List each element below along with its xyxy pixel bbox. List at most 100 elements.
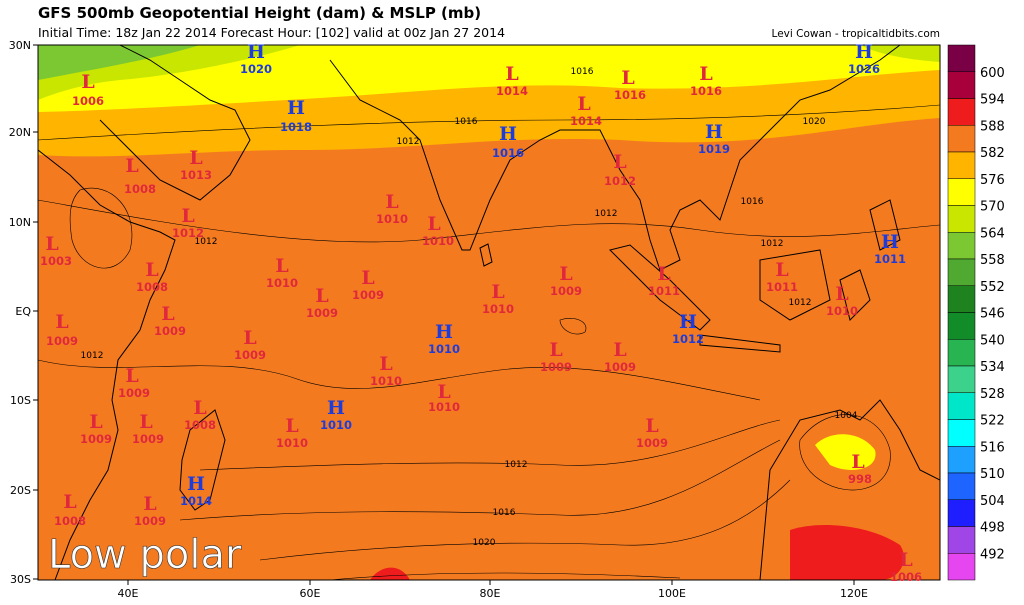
colorbar-swatch [947, 392, 976, 420]
system-pressure: 1010 [370, 374, 402, 388]
system-pressure: 1010 [428, 400, 460, 414]
system-letter: L [645, 415, 658, 437]
system-pressure: 1012 [672, 332, 704, 346]
system-letter: L [361, 267, 374, 289]
system-letter: L [621, 67, 634, 89]
system-letter: L [835, 283, 848, 305]
system-letter: L [385, 191, 398, 213]
system-letter: L [775, 259, 788, 281]
colorbar-label: 600 [980, 66, 1005, 81]
lat-label: 20S [10, 484, 31, 497]
isobar-label: 1012 [81, 351, 104, 361]
colorbar-swatch [947, 499, 976, 527]
system-pressure: 1011 [648, 284, 680, 298]
system-letter: L [899, 549, 912, 571]
system-pressure: 1009 [80, 432, 112, 446]
system-pressure: 1009 [234, 348, 266, 362]
system-pressure: 1009 [604, 360, 636, 374]
isobar-label: 1016 [741, 197, 764, 207]
system-letter: H [705, 121, 723, 143]
isobar-label: 1016 [455, 117, 478, 127]
lon-label: 100E [658, 587, 686, 600]
system-pressure: 1010 [826, 304, 858, 318]
colorbar-swatch [947, 419, 976, 447]
system-pressure: 998 [848, 472, 872, 486]
system-letter: L [89, 411, 102, 433]
colorbar-label: 492 [980, 547, 1005, 562]
system-letter: L [437, 381, 450, 403]
system-letter: L [145, 259, 158, 281]
colorbar-swatch [947, 365, 976, 393]
system-letter: H [327, 397, 345, 419]
system-letter: L [139, 411, 152, 433]
colorbar-swatch [947, 125, 976, 153]
system-letter: H [855, 41, 873, 63]
system-pressure: 1010 [482, 302, 514, 316]
lat-label: 10S [10, 394, 31, 407]
system-pressure: 1010 [276, 436, 308, 450]
system-letter: L [699, 63, 712, 85]
colorbar-label: 552 [980, 280, 1005, 295]
system-letter: L [559, 263, 572, 285]
system-letter: L [549, 339, 562, 361]
system-letter: L [851, 451, 864, 473]
system-pressure: 1008 [136, 280, 168, 294]
system-pressure: 1010 [320, 418, 352, 432]
colorbar-label: 576 [980, 173, 1005, 188]
colorbar-swatch [947, 232, 976, 260]
system-letter: H [499, 123, 517, 145]
system-pressure: 1008 [54, 514, 86, 528]
isobar-label: 1012 [195, 237, 218, 247]
system-pressure: 1016 [492, 146, 524, 160]
colorbar-swatch [947, 98, 976, 126]
system-letter: L [491, 281, 504, 303]
system-letter: L [657, 263, 670, 285]
subtitle: Initial Time: 18z Jan 22 2014 Forecast H… [38, 25, 505, 40]
colorbar-label: 534 [980, 360, 1005, 375]
isobar-label: 1012 [595, 209, 618, 219]
system-pressure: 1009 [352, 288, 384, 302]
isobar-label: 1016 [493, 508, 516, 518]
system-letter: L [193, 397, 206, 419]
system-pressure: 1009 [550, 284, 582, 298]
lon-label: 40E [118, 587, 139, 600]
system-pressure: 1003 [40, 254, 72, 268]
system-letter: L [45, 233, 58, 255]
system-letter: L [315, 285, 328, 307]
system-letter: L [125, 155, 138, 177]
isobar-label: 1012 [397, 137, 420, 147]
system-pressure: 1014 [496, 84, 528, 98]
system-letter: L [189, 147, 202, 169]
colorbar-label: 522 [980, 414, 1005, 429]
system-letter: L [505, 63, 518, 85]
system-pressure: 1008 [124, 182, 156, 196]
system-pressure: 1010 [422, 234, 454, 248]
lat-label: 10N [9, 216, 31, 229]
colorbar-swatch [947, 205, 976, 233]
system-letter: H [435, 321, 453, 343]
system-pressure: 1013 [180, 168, 212, 182]
colorbar-label: 588 [980, 119, 1005, 134]
overlay-text: Low polar [48, 532, 242, 578]
system-letter: L [63, 491, 76, 513]
colorbar-label: 504 [980, 494, 1005, 509]
lon-label: 120E [840, 587, 868, 600]
isobar-label: 1012 [761, 239, 784, 249]
system-pressure: 1014 [180, 494, 212, 508]
system-letter: L [55, 311, 68, 333]
isobar-label: 1016 [571, 67, 594, 77]
system-letter: L [125, 365, 138, 387]
system-pressure: 1006 [72, 94, 104, 108]
colorbar-swatch [947, 472, 976, 500]
lat-label: EQ [15, 305, 31, 318]
system-letter: L [181, 205, 194, 227]
system-letter: L [613, 151, 626, 173]
isobar-label: 1012 [789, 298, 812, 308]
map-background [38, 45, 940, 580]
system-pressure: 1026 [848, 62, 880, 76]
system-pressure: 1016 [614, 88, 646, 102]
map-frame [37, 44, 941, 581]
lat-label: 30S [10, 573, 31, 586]
system-letter: L [275, 255, 288, 277]
system-pressure: 1014 [570, 114, 602, 128]
